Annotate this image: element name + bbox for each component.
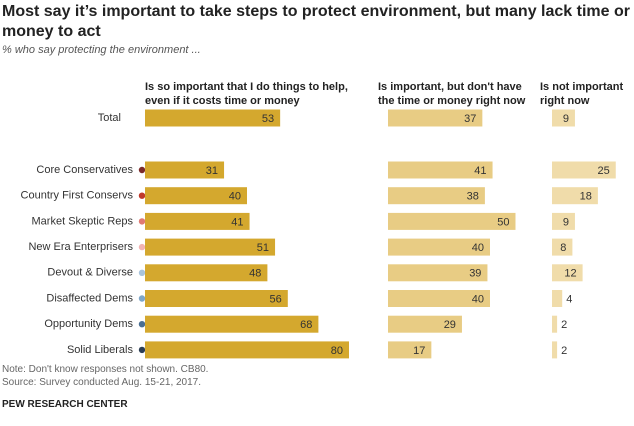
value-label: 40 [229,191,241,203]
category-label: New Era Enterprisers [28,241,133,253]
bar [552,264,583,282]
bar [388,341,432,359]
value-label: 40 [472,242,484,254]
value-label: 4 [566,293,572,305]
bar [145,212,250,230]
bar [145,187,247,205]
bar [388,290,490,307]
bar [145,341,349,359]
value-label: 18 [580,191,592,203]
chart-title: Most say it’s important to take steps to… [2,3,630,40]
column-header: Is not important right now [540,81,624,107]
category-label: Country First Conservs [21,190,134,202]
bar [552,187,598,205]
category-label: Market Skeptic Reps [32,215,134,227]
value-label: 68 [300,319,312,331]
column-header: Is important, but don't have the time or… [378,81,526,107]
bar [145,161,225,179]
bar [388,187,485,205]
category-dot [138,269,146,276]
category-label: Disaffected Dems [46,292,133,304]
bar [388,238,490,256]
bar [388,161,493,179]
bar [552,238,573,256]
value-label: 53 [262,113,274,125]
value-label: 51 [257,242,269,254]
value-label: 2 [561,345,567,357]
category-dot [138,321,146,328]
bar [552,161,616,179]
bar [388,264,488,282]
category-dot [138,295,146,302]
value-label: 80 [331,345,343,357]
bar [388,315,462,333]
category-label: Core Conservatives [36,164,133,176]
footer: PEW RESEARCH CENTER [2,399,128,410]
source: Source: Survey conducted Aug. 15-21, 201… [2,377,202,388]
value-label: 29 [444,319,456,331]
value-label: 25 [598,165,610,177]
value-label: 40 [472,293,484,305]
value-label: 17 [413,345,425,357]
value-label: 56 [270,293,282,305]
category-label: Solid Liberals [67,344,134,356]
value-label: 39 [469,268,481,280]
category-dot [138,166,146,174]
category-label: Devout & Diverse [47,267,133,279]
value-label: 50 [497,216,509,228]
value-label: 37 [464,113,476,125]
category-label: Total [98,112,121,124]
bar [145,238,276,256]
bar [145,109,281,127]
note: Note: Don't know responses not shown. CB… [2,364,209,375]
value-label: 8 [560,242,566,254]
bar [388,212,516,230]
category-label: Opportunity Dems [44,318,133,330]
category-dot [138,243,146,251]
bar [552,290,563,307]
bar [552,212,575,230]
bar [145,264,268,282]
value-label: 31 [206,165,218,177]
bar [145,315,319,333]
bar [388,109,483,127]
category-dot [138,192,146,199]
bar [145,290,288,307]
value-label: 9 [563,113,569,125]
value-label: 38 [467,191,479,203]
bar [552,109,575,127]
subtitle: % who say protecting the environment ... [2,44,201,56]
value-label: 12 [564,268,576,280]
value-label: 41 [474,165,486,177]
value-label: 2 [561,319,567,331]
category-dot [138,346,146,354]
value-label: 41 [231,216,243,228]
value-label: 48 [249,268,261,280]
category-dot [138,218,146,225]
bar [552,341,558,359]
value-label: 9 [563,216,569,228]
bar [552,315,558,333]
column-header: Is so important that I do things to help… [145,81,348,107]
